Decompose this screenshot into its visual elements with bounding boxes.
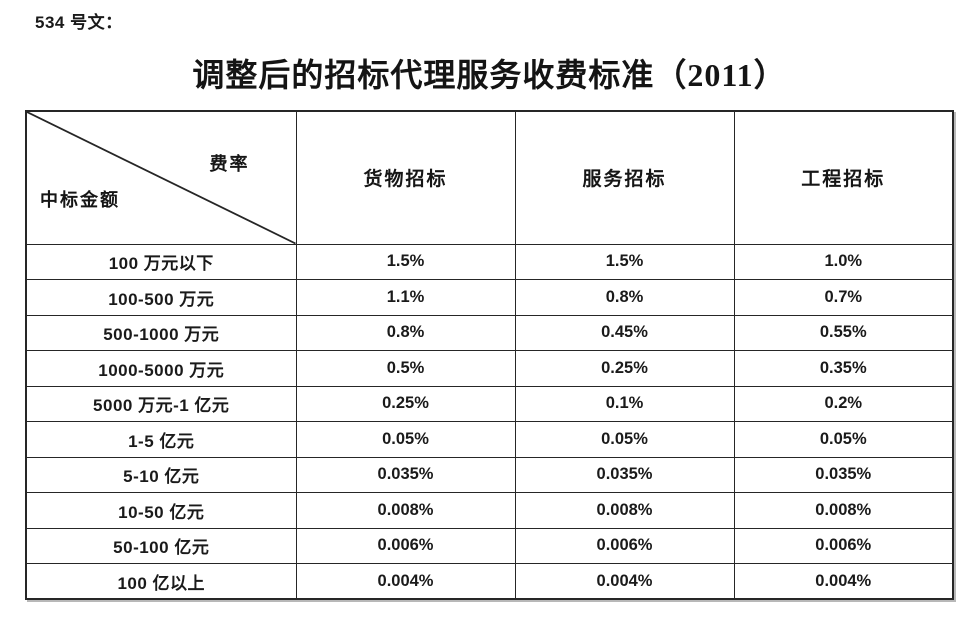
service-rate-cell: 0.1%: [514, 385, 735, 422]
engineering-rate-cell: 0.006%: [733, 527, 954, 564]
document-number-label: 534 号文：: [35, 13, 123, 32]
service-rate-cell: 0.004%: [514, 563, 735, 600]
service-rate-cell: 0.05%: [514, 421, 735, 458]
amount-cell: 500-1000 万元: [25, 314, 297, 351]
engineering-rate-cell: 0.035%: [733, 456, 954, 493]
engineering-rate-cell: 0.55%: [733, 314, 954, 351]
service-rate-cell: 0.25%: [514, 350, 735, 387]
table-row: 5-10 亿元 0.035% 0.035% 0.035%: [25, 456, 954, 493]
corner-label-rate: 费率: [209, 154, 250, 174]
goods-rate-cell: 0.006%: [295, 527, 516, 564]
table-row: 50-100 亿元 0.006% 0.006% 0.006%: [25, 527, 954, 564]
goods-rate-cell: 1.1%: [295, 279, 516, 316]
table-row: 500-1000 万元 0.8% 0.45% 0.55%: [25, 314, 954, 351]
table-row: 100 亿以上 0.004% 0.004% 0.004%: [25, 563, 954, 600]
column-header-service: 服务招标: [514, 110, 735, 245]
table-row: 1-5 亿元 0.05% 0.05% 0.05%: [25, 421, 954, 458]
engineering-rate-cell: 0.004%: [733, 563, 954, 600]
amount-cell: 5000 万元-1 亿元: [25, 385, 297, 422]
goods-rate-cell: 0.035%: [295, 456, 516, 493]
service-rate-cell: 1.5%: [514, 243, 735, 280]
engineering-rate-cell: 0.35%: [733, 350, 954, 387]
goods-rate-cell: 0.05%: [295, 421, 516, 458]
table-header-row: 费率 中标金额 货物招标 服务招标 工程招标: [25, 110, 954, 245]
goods-rate-cell: 0.004%: [295, 563, 516, 600]
amount-cell: 1000-5000 万元: [25, 350, 297, 387]
amount-cell: 1-5 亿元: [25, 421, 297, 458]
engineering-rate-cell: 1.0%: [733, 243, 954, 280]
engineering-rate-cell: 0.008%: [733, 492, 954, 529]
column-header-goods: 货物招标: [295, 110, 516, 245]
table-row: 100-500 万元 1.1% 0.8% 0.7%: [25, 279, 954, 316]
table-row: 10-50 亿元 0.008% 0.008% 0.008%: [25, 492, 954, 529]
engineering-rate-cell: 0.7%: [733, 279, 954, 316]
column-header-engineering: 工程招标: [733, 110, 954, 245]
goods-rate-cell: 1.5%: [295, 243, 516, 280]
amount-cell: 5-10 亿元: [25, 456, 297, 493]
service-rate-cell: 0.006%: [514, 527, 735, 564]
goods-rate-cell: 0.5%: [295, 350, 516, 387]
amount-cell: 50-100 亿元: [25, 527, 297, 564]
service-rate-cell: 0.008%: [514, 492, 735, 529]
corner-label-amount: 中标金额: [40, 189, 120, 210]
service-rate-cell: 0.035%: [514, 456, 735, 493]
goods-rate-cell: 0.25%: [295, 385, 516, 422]
table-row: 5000 万元-1 亿元 0.25% 0.1% 0.2%: [25, 385, 954, 422]
diagonal-divider-line: [27, 112, 296, 244]
table-row: 1000-5000 万元 0.5% 0.25% 0.35%: [25, 350, 954, 387]
amount-cell: 100-500 万元: [25, 279, 297, 316]
amount-cell: 100 万元以下: [25, 243, 297, 280]
table-row: 100 万元以下 1.5% 1.5% 1.0%: [25, 243, 954, 280]
engineering-rate-cell: 0.05%: [733, 421, 954, 458]
engineering-rate-cell: 0.2%: [733, 385, 954, 422]
goods-rate-cell: 0.008%: [295, 492, 516, 529]
goods-rate-cell: 0.8%: [295, 314, 516, 351]
table-body: 100 万元以下 1.5% 1.5% 1.0% 100-500 万元 1.1% 0.8% 0.…: [25, 243, 954, 600]
service-rate-cell: 0.45%: [514, 314, 735, 351]
fee-rate-table: 费率 中标金额 货物招标 服务招标 工程招标 100 万元以下 1.5% 1.5% 1…: [25, 110, 954, 600]
page-title: 调整后的招标代理服务收费标准（2011）: [192, 57, 787, 93]
service-rate-cell: 0.8%: [514, 279, 735, 316]
amount-cell: 10-50 亿元: [25, 492, 297, 529]
amount-cell: 100 亿以上: [25, 563, 297, 600]
corner-header-cell: 费率 中标金额: [25, 110, 297, 245]
